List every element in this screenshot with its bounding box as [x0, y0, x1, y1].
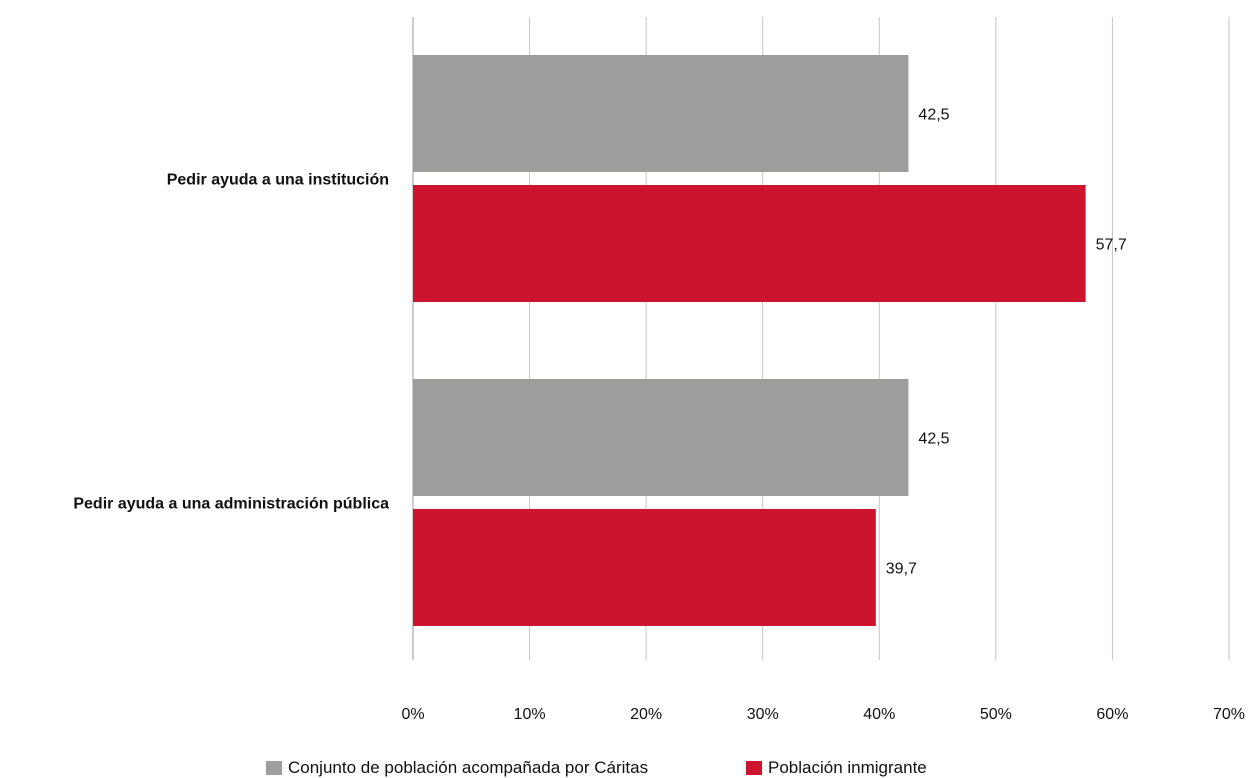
x-tick-label-40: 40% — [863, 706, 895, 723]
bars — [413, 55, 1086, 626]
category-labels: Pedir ayuda a una institución Pedir ayuda… — [73, 172, 389, 513]
legend-item-series-2: Población inmigrante — [746, 758, 927, 778]
x-tick-label-10: 10% — [514, 706, 546, 723]
x-tick-labels: 0% 10% 20% 30% 40% 50% 60% 70% — [401, 706, 1245, 723]
x-tick-label-60: 60% — [1096, 706, 1128, 723]
legend-swatch-series-2 — [746, 761, 762, 775]
data-label-series-1-cat-2: 42,5 — [918, 431, 949, 448]
data-label-series-2-cat-2: 39,7 — [886, 561, 917, 578]
legend-label-series-1: Conjunto de población acompañada por Cár… — [288, 758, 649, 777]
legend-item-series-1: Conjunto de población acompañada por Cár… — [266, 758, 648, 778]
data-label-series-2-cat-1: 57,7 — [1096, 237, 1127, 254]
data-labels: 42,5 57,7 42,5 39,7 — [886, 107, 1127, 578]
data-label-series-1-cat-1: 42,5 — [918, 107, 949, 124]
category-label-1: Pedir ayuda a una institución — [167, 172, 389, 189]
bar-series-2-cat-1 — [413, 185, 1086, 302]
x-tick-label-50: 50% — [980, 706, 1012, 723]
bar-series-1-cat-2 — [413, 379, 909, 496]
x-tick-label-30: 30% — [747, 706, 779, 723]
legend-swatch-series-1 — [266, 761, 282, 775]
x-tick-label-0: 0% — [401, 706, 424, 723]
legend-label-series-2: Población inmigrante — [768, 758, 927, 777]
legend: Conjunto de población acompañada por Cár… — [0, 758, 1250, 778]
bar-series-2-cat-2 — [413, 509, 876, 626]
bar-series-1-cat-1 — [413, 55, 909, 172]
x-tick-label-70: 70% — [1213, 706, 1245, 723]
x-tick-label-20: 20% — [630, 706, 662, 723]
category-label-2: Pedir ayuda a una administración pública — [73, 496, 389, 513]
